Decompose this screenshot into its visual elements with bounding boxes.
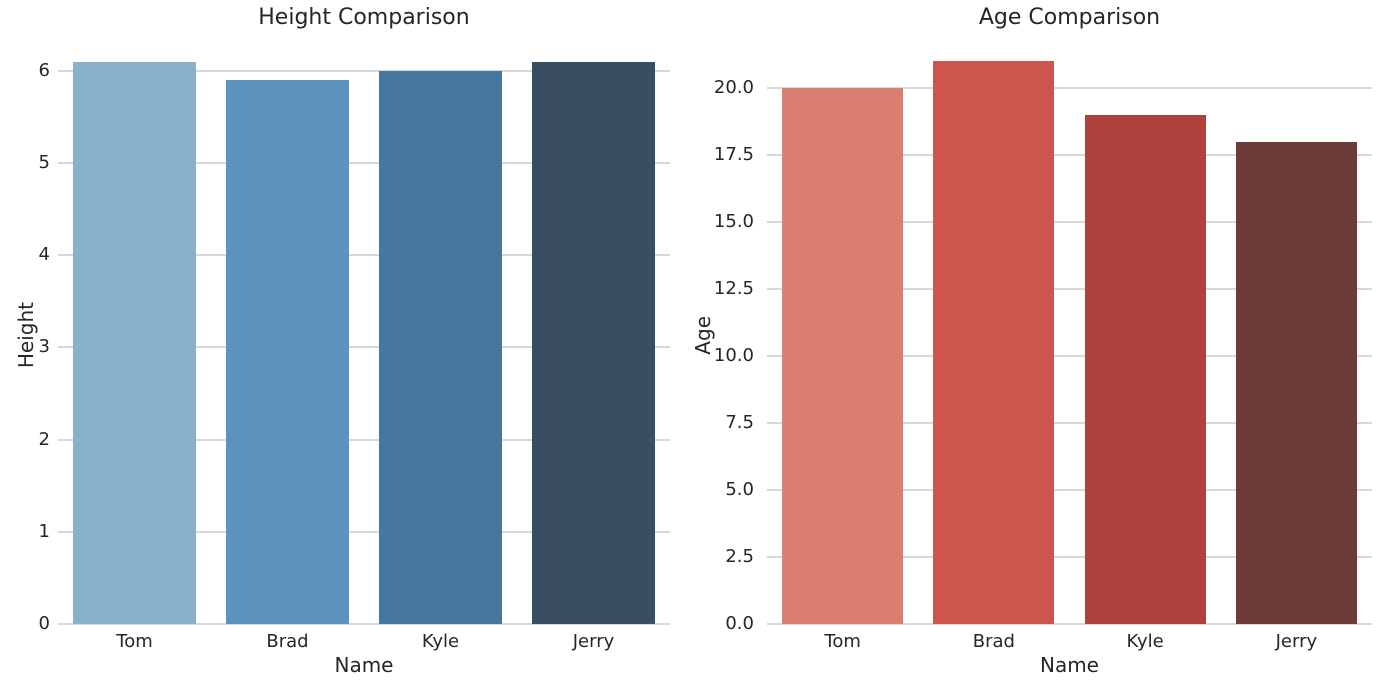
x-tick-label: Kyle [421, 631, 460, 652]
gridline [58, 346, 670, 349]
y-axis-label-text: Height [14, 302, 38, 369]
x-tick-label: Tom [116, 631, 153, 652]
y-tick-label: 20.0 [713, 77, 754, 99]
gridline [767, 355, 1372, 358]
gridline [767, 489, 1372, 492]
gridline [58, 162, 670, 165]
x-tick-label: Jerry [1275, 631, 1318, 652]
y-tick-label: 2 [38, 428, 50, 450]
y-axis-label: Age [691, 47, 715, 624]
gridline [58, 530, 670, 533]
y-tick-label: 3 [38, 336, 50, 358]
height-plot-area: Height Comparison Height Name 0 1 2 3 4 5 6 Tom… [14, 5, 670, 675]
y-tick-label: 1 [38, 520, 50, 542]
y-tick-label: 12.5 [713, 278, 754, 300]
gridline [767, 623, 1372, 625]
bar-kyle [1084, 114, 1206, 624]
bar-tom [73, 61, 196, 624]
y-tick-label: 0 [38, 613, 50, 634]
y-tick-label: 0.0 [725, 613, 754, 634]
y-tick-label: 15.0 [713, 211, 754, 233]
gridline [767, 556, 1372, 559]
x-tick-label: Brad [266, 631, 309, 652]
y-axis-label: Height [14, 47, 38, 624]
x-tick-label: Brad [972, 631, 1015, 652]
x-tick-label: Tom [824, 631, 861, 652]
y-tick-label: 7.5 [725, 412, 754, 434]
y-tick-label: 6 [38, 59, 50, 81]
gridline [767, 221, 1372, 224]
gridline [58, 438, 670, 441]
age-comparison-chart: Age Comparison Age Name 0.0 2.5 5.0 7.5 10.0… [691, 0, 1389, 690]
y-tick-label: 2.5 [725, 546, 754, 568]
height-comparison-chart: Height Comparison Height Name 0 1 2 3 4 5 6 Tom… [0, 0, 694, 690]
bar-kyle [379, 70, 502, 624]
x-tick-label: Kyle [1126, 631, 1164, 652]
y-tick-label: 4 [38, 244, 50, 266]
y-tick-label: 5.0 [725, 479, 754, 501]
y-tick-label: 17.5 [713, 144, 754, 166]
gridline [767, 154, 1372, 157]
bar-tom [782, 88, 904, 624]
y-axis-label-text: Age [691, 316, 715, 355]
gridline [58, 254, 670, 257]
gridline [58, 623, 670, 625]
y-tick-label: 10.0 [713, 345, 754, 367]
x-tick-label: Jerry [572, 631, 615, 652]
chart-title: Age Comparison [978, 5, 1161, 30]
x-axis-label: Name [1039, 653, 1099, 677]
gridline [767, 87, 1372, 90]
gridline [58, 69, 670, 72]
chart-title: Height Comparison [258, 5, 470, 30]
gridline [767, 288, 1372, 291]
bar-jerry [532, 61, 655, 624]
y-tick-label: 5 [38, 152, 50, 174]
bar-brad [226, 80, 349, 624]
bar-brad [933, 61, 1055, 624]
age-plot-area: Age Comparison Age Name 0.0 2.5 5.0 7.5 10.0… [691, 5, 1372, 675]
x-axis-label: Name [334, 653, 394, 677]
gridline [767, 422, 1372, 425]
bar-jerry [1235, 141, 1357, 624]
